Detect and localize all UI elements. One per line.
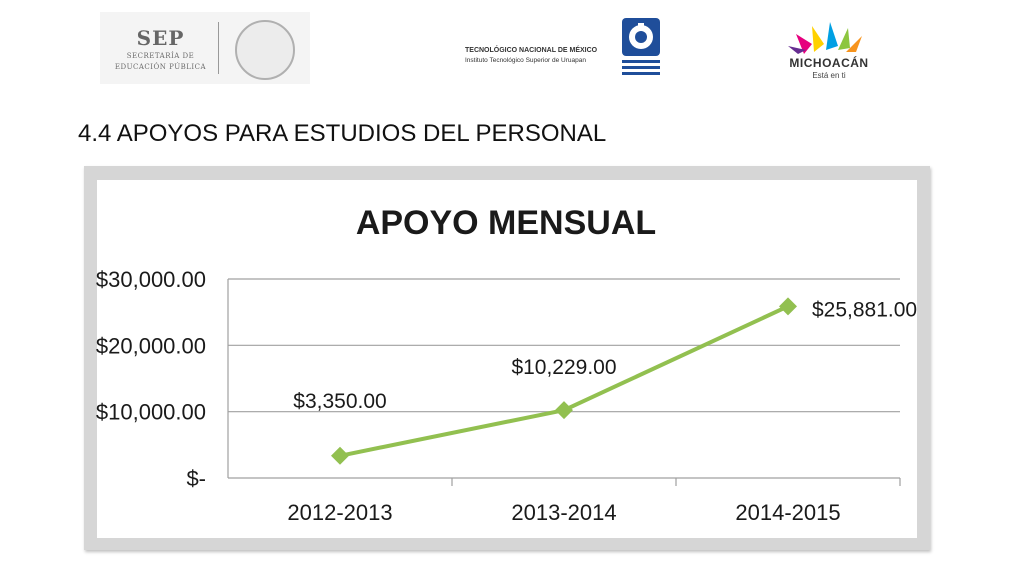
header-logo-bar: SEP SECRETARÍA DE EDUCACIÓN PÚBLICA TECN…	[0, 0, 1024, 100]
sep-acronym: SEP	[136, 26, 185, 50]
itsu-logo-icon	[622, 18, 660, 75]
y-tick-label-0: $-	[186, 466, 206, 491]
y-tick-label-1: $10,000.00	[96, 400, 206, 425]
sep-line1: SECRETARÍA DE	[126, 52, 195, 60]
series-0-line	[339, 304, 789, 458]
y-axis-ticks: $- $10,000.00 $20,000.00 $30,000.00	[96, 267, 206, 491]
data-point-0	[331, 446, 349, 465]
chart-grid	[227, 278, 901, 486]
x-tick-label-1: 2013-2014	[511, 500, 616, 525]
tecnm-line1: TECNOLÓGICO NACIONAL DE MÉXICO	[465, 47, 598, 54]
x-tick-label-0: 2012-2013	[287, 500, 392, 525]
y-tick-label-2: $20,000.00	[96, 333, 206, 358]
tecnm-line2: Instituto Tecnológico Superior de Uruapa…	[465, 57, 586, 64]
sep-divider	[218, 22, 219, 74]
y-tick-label-3: $30,000.00	[96, 267, 206, 292]
chart-title: APOYO MENSUAL	[356, 204, 656, 242]
mexico-seal-icon	[235, 20, 295, 80]
sep-line2: EDUCACIÓN PÚBLICA	[114, 63, 207, 71]
data-label-2: $25,881.00	[812, 298, 917, 321]
data-label-0: $3,350.00	[293, 390, 386, 413]
michoacan-flower-icon	[788, 22, 862, 54]
data-point-1	[555, 401, 573, 420]
data-label-1: $10,229.00	[511, 356, 616, 379]
tecnm-wordmark: TECNOLÓGICO NACIONAL DE MÉXICO Instituto…	[465, 46, 597, 66]
x-tick-label-2: 2014-2015	[735, 500, 840, 525]
data-labels: $3,350.00 $10,229.00 $25,881.00	[293, 298, 917, 412]
slide-title: 4.4 APOYOS PARA ESTUDIOS DEL PERSONAL	[78, 120, 607, 147]
michoacan-name: MICHOACÁN	[789, 56, 869, 70]
data-point-2	[779, 297, 797, 316]
michoacan-logo: MICHOACÁN Está en ti	[784, 20, 874, 82]
sep-wordmark: SEP SECRETARÍA DE EDUCACIÓN PÚBLICA	[108, 26, 213, 72]
michoacan-tagline: Está en ti	[812, 71, 846, 80]
series-line	[331, 297, 797, 465]
sep-logo: SEP SECRETARÍA DE EDUCACIÓN PÚBLICA	[100, 12, 310, 84]
x-axis-ticks: 2012-2013 2013-2014 2014-2015	[287, 500, 840, 525]
